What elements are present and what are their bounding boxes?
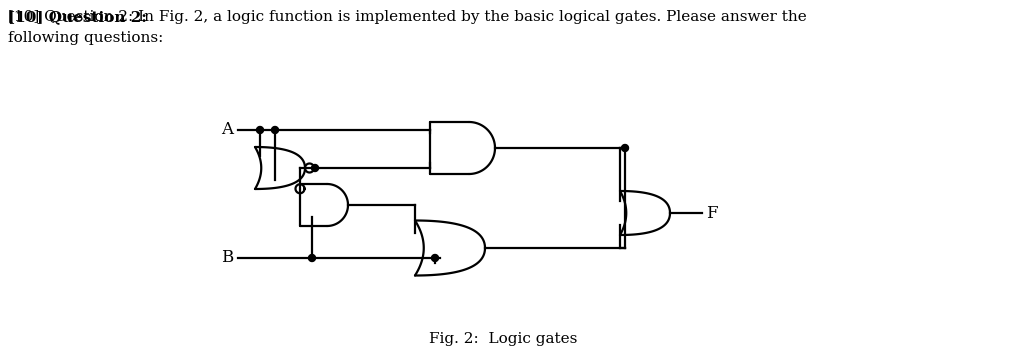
Text: F: F: [706, 205, 718, 222]
Text: following questions:: following questions:: [8, 31, 164, 45]
Text: [10] Question 2:: [10] Question 2:: [8, 10, 147, 24]
Polygon shape: [311, 164, 318, 172]
Text: B: B: [220, 250, 233, 266]
Text: [10] Question 2: In Fig. 2, a logic function is implemented by the basic logical: [10] Question 2: In Fig. 2, a logic func…: [8, 10, 807, 24]
Polygon shape: [272, 126, 278, 134]
Polygon shape: [622, 145, 629, 151]
Text: Fig. 2:  Logic gates: Fig. 2: Logic gates: [429, 332, 577, 346]
Text: A: A: [221, 121, 233, 139]
Polygon shape: [432, 255, 439, 261]
Polygon shape: [257, 126, 264, 134]
Polygon shape: [308, 255, 315, 261]
